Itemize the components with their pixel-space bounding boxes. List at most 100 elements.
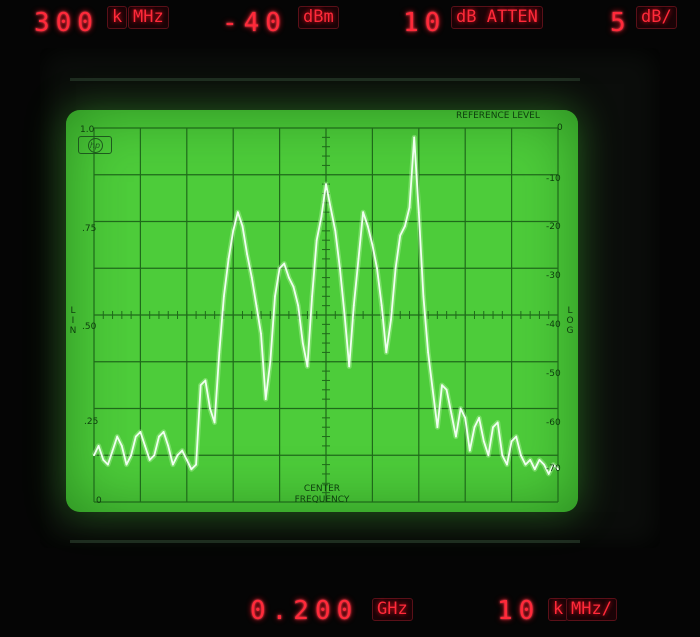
trace-point [250, 276, 253, 279]
trace-point [176, 454, 179, 457]
trace-point [394, 267, 397, 270]
trace-point [134, 435, 137, 438]
trace-point [357, 258, 360, 260]
log-scale-60: -60 [546, 418, 561, 428]
span-unit-k: k [107, 6, 128, 29]
trace-point [547, 473, 550, 475]
trace-point [529, 459, 532, 461]
trace-point [301, 342, 304, 344]
ref-level-readout: -40 [222, 8, 287, 38]
trace-point [199, 384, 202, 387]
trace-point [371, 243, 374, 246]
trace-point [269, 360, 272, 363]
trace-point [97, 445, 100, 447]
trace-point [227, 258, 230, 260]
lin-scale-075: .75 [82, 224, 97, 234]
trace-point [311, 295, 313, 298]
trace-point [162, 430, 165, 433]
trace-point [482, 440, 485, 443]
trace-point [232, 229, 235, 232]
trace-point [450, 412, 453, 415]
trace-point [315, 239, 318, 242]
trace-point [385, 351, 388, 354]
lin-scale-025: .25 [84, 417, 99, 427]
trace-point [334, 229, 337, 232]
trace-point [427, 351, 429, 354]
trace-point [283, 262, 286, 265]
trace-point [190, 468, 193, 471]
trace-point [436, 426, 439, 429]
trace-point [339, 267, 341, 270]
trace-point [139, 430, 142, 433]
hp-logo: hp [78, 136, 112, 154]
trace-point [557, 468, 559, 471]
log-scale-20: -20 [546, 222, 561, 232]
log-scale-10: -10 [546, 174, 561, 184]
trace-point [459, 407, 462, 410]
atten-unit: dB ATTEN [451, 6, 543, 29]
trace-point [278, 267, 281, 270]
trace-point [320, 215, 323, 218]
reference-level-label: REFERENCE LEVEL [456, 111, 540, 121]
log-scale-30: -30 [546, 271, 561, 281]
log-scale-70: -70 [546, 464, 561, 474]
trace-point [292, 286, 295, 288]
trace-point [306, 365, 309, 368]
trace-point [515, 435, 518, 438]
trace-point [533, 468, 536, 471]
trace-point [366, 225, 369, 228]
trace-point [510, 440, 513, 443]
scale-unit: dB/ [636, 6, 677, 29]
lin-scale-1: 1.0 [80, 125, 95, 135]
trace-point [431, 388, 434, 391]
trace-point [153, 454, 156, 457]
trace-point [329, 206, 332, 209]
trace-point [343, 314, 346, 316]
trace-point [501, 454, 504, 457]
trace-point [246, 253, 249, 256]
lin-scale-0: 0 [96, 496, 102, 506]
trace-point [464, 416, 467, 419]
span-unit-hz: MHz [128, 6, 169, 29]
trace-point [287, 276, 290, 279]
trace-point [102, 459, 105, 461]
trace-point [213, 421, 216, 424]
trace-point [399, 234, 402, 237]
trace-point [543, 463, 545, 466]
trace-point [408, 206, 411, 209]
atten-readout: 10 [403, 8, 447, 38]
trace-point [204, 379, 207, 382]
trace-point [148, 459, 151, 461]
ref-level-unit: dBm [298, 6, 339, 29]
trace-point [218, 351, 221, 354]
trace-point [376, 267, 378, 270]
trace-point [468, 449, 471, 452]
trace-point [325, 183, 327, 185]
span-per-div-unit: MHz/ [566, 598, 617, 621]
center-frequency-readout: 0.200 [250, 596, 359, 626]
graticule [91, 127, 560, 503]
trace-point [255, 304, 258, 307]
trace-point [538, 459, 541, 461]
trace-point [403, 225, 406, 228]
trace-point [297, 304, 300, 307]
log-scale-40: -40 [546, 320, 561, 330]
trace-point [417, 211, 420, 214]
span-per-div-readout: 10 [497, 596, 541, 626]
bezel-top-rail [70, 78, 580, 81]
center-frequency-label: CENTER FREQUENCY [294, 484, 350, 505]
trace-point [107, 463, 109, 466]
scale-readout: 5 [610, 8, 632, 38]
trace-point [195, 463, 197, 466]
trace-point [93, 454, 95, 457]
trace-point [348, 365, 351, 368]
center-frequency-unit: GHz [372, 598, 413, 621]
trace-point [171, 463, 174, 466]
trace-point [362, 211, 365, 214]
trace-point [519, 454, 522, 457]
trace-point [120, 445, 123, 447]
trace-point [209, 407, 211, 410]
trace-point [413, 136, 416, 139]
